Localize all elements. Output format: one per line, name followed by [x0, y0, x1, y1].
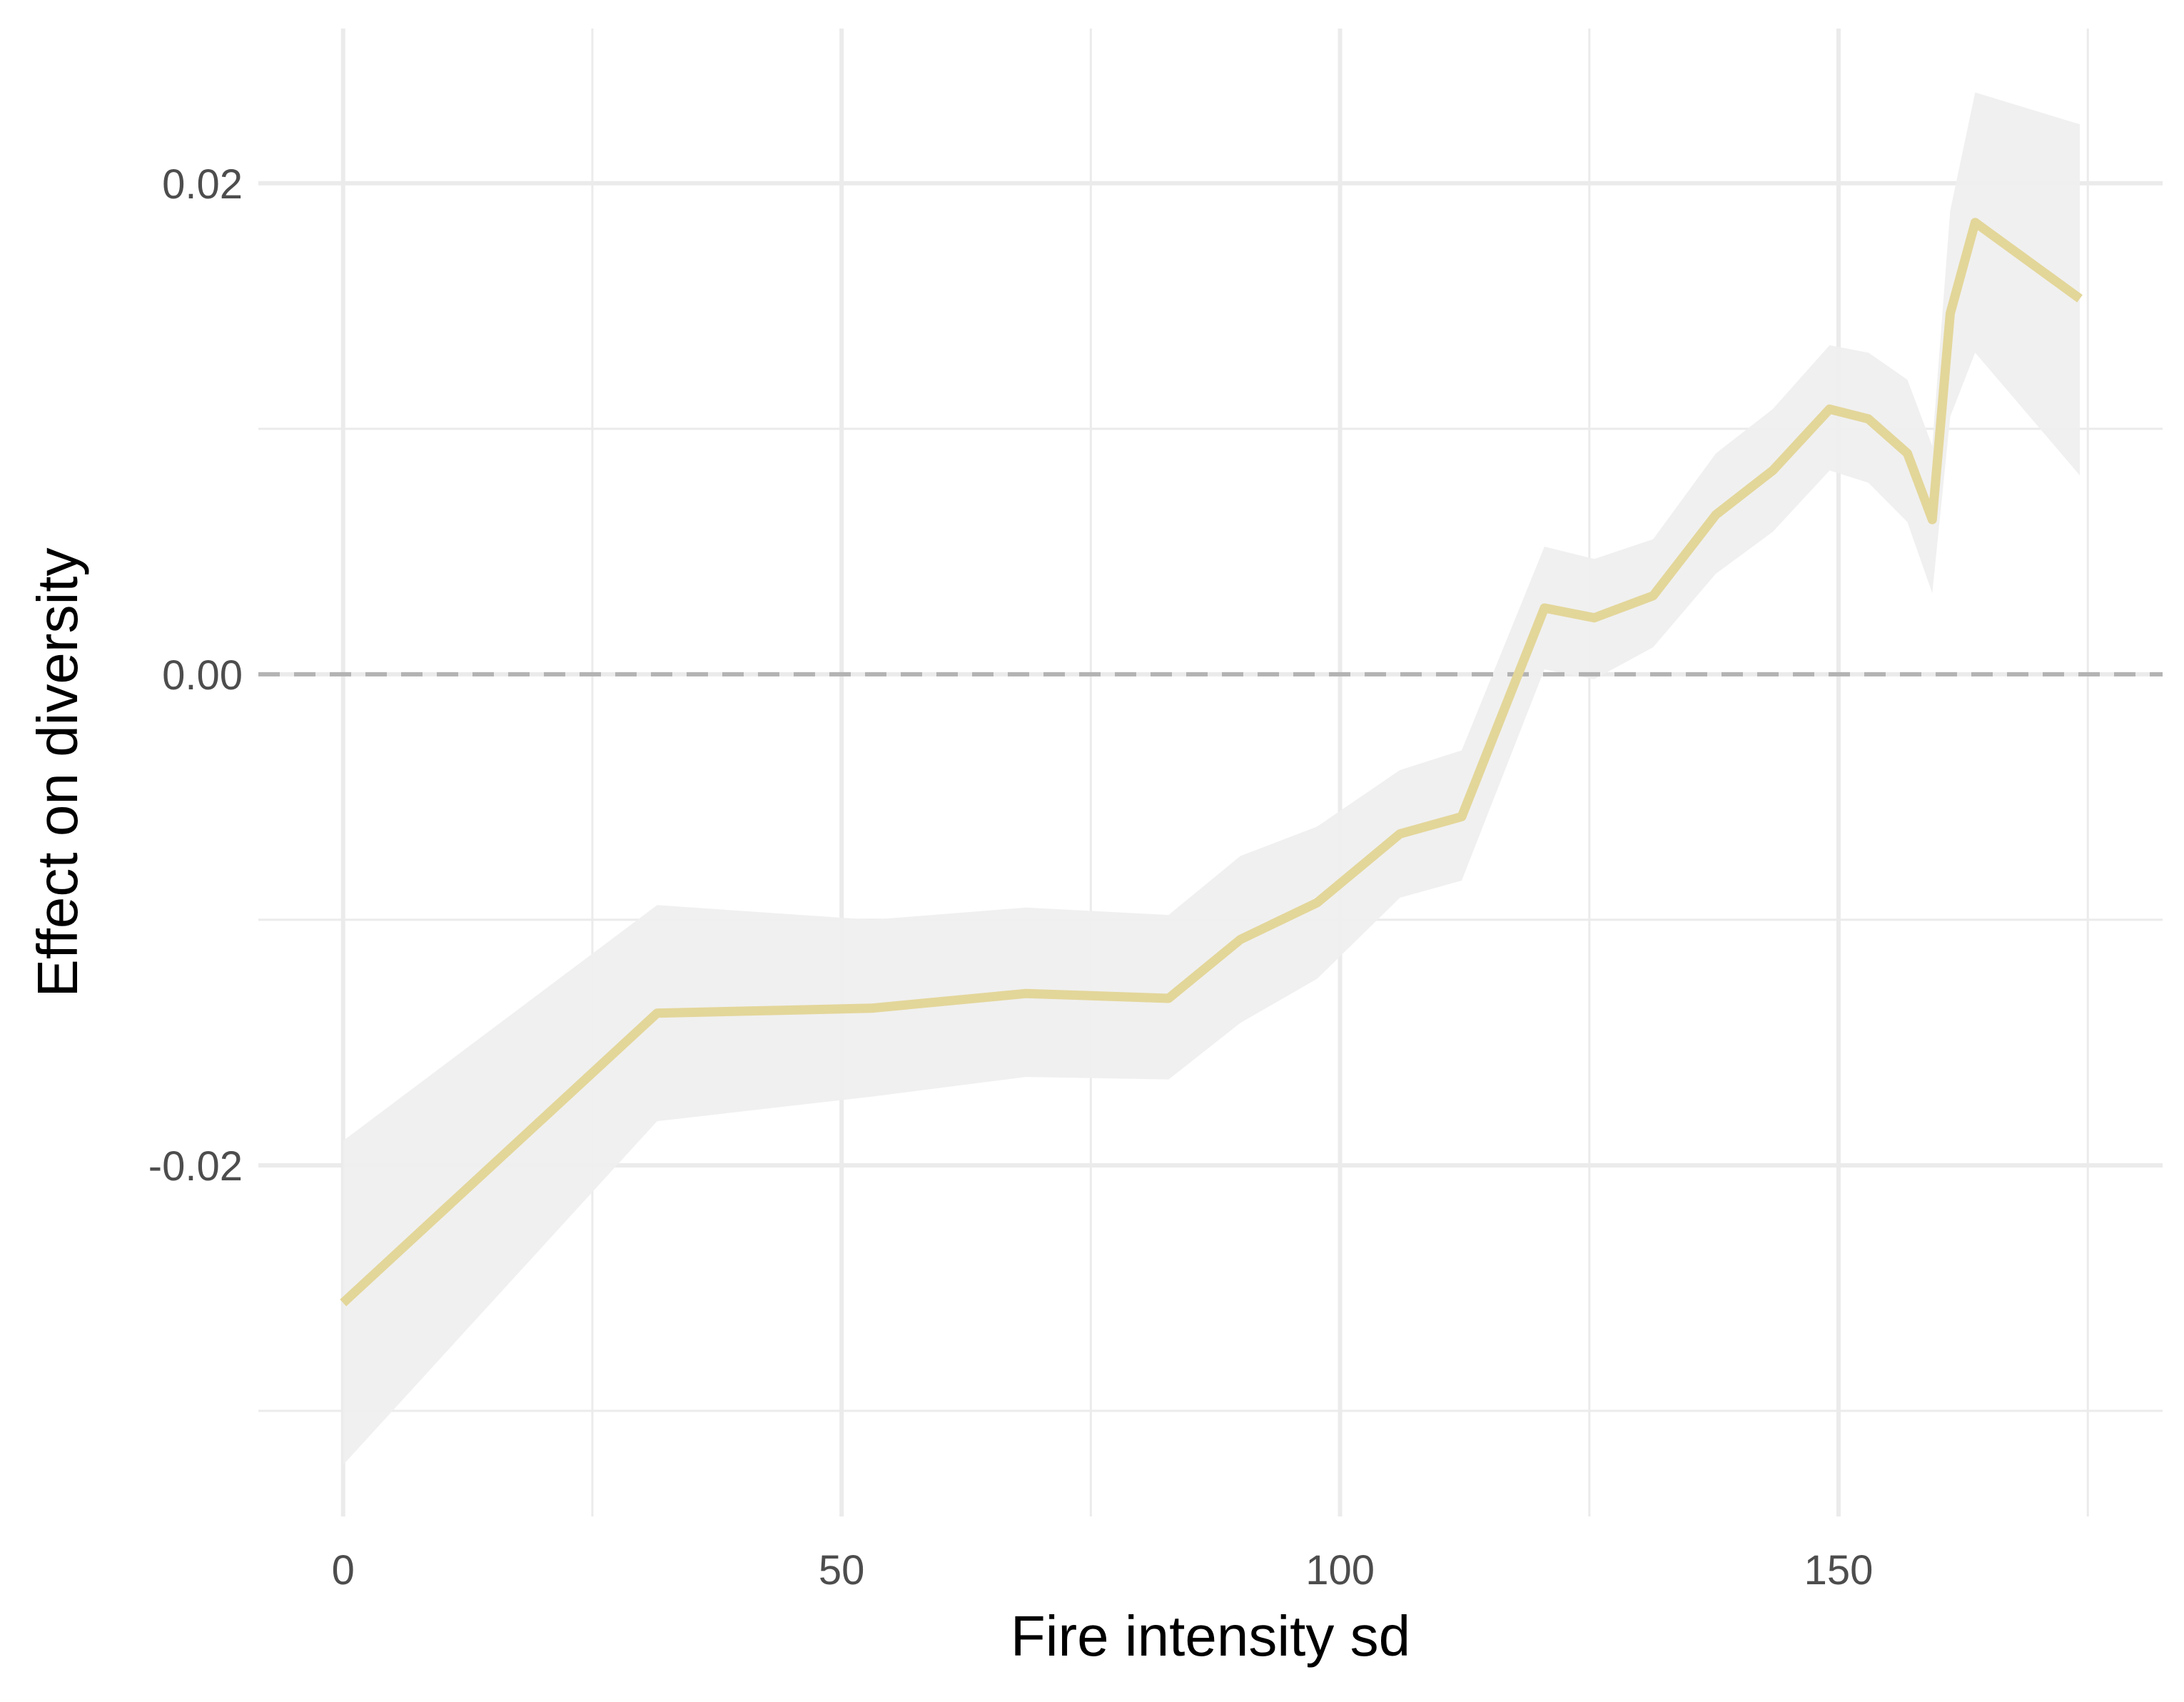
tick-label-layer: 0 50 100 150 -0.02 0.00 0.02	[148, 161, 1874, 1594]
y-axis-title: Effect on diversity	[26, 548, 89, 998]
series-line-0	[340, 218, 2083, 1307]
x-axis-title: Fire intensity sd	[1011, 1604, 1410, 1668]
x-tick-label-0: 0	[332, 1547, 355, 1594]
confidence-ribbon-0	[343, 92, 2081, 1465]
y-tick-label-2: 0.02	[162, 161, 243, 208]
x-tick-label-1: 50	[819, 1547, 865, 1594]
ribbon-layer	[343, 92, 2081, 1465]
x-tick-label-2: 100	[1305, 1547, 1375, 1594]
y-tick-label-1: 0.00	[162, 652, 243, 699]
y-tick-label-0: -0.02	[148, 1143, 243, 1190]
series-line-layer	[340, 218, 2083, 1307]
grid-layer	[258, 29, 2163, 1516]
x-tick-label-3: 150	[1804, 1547, 1874, 1594]
